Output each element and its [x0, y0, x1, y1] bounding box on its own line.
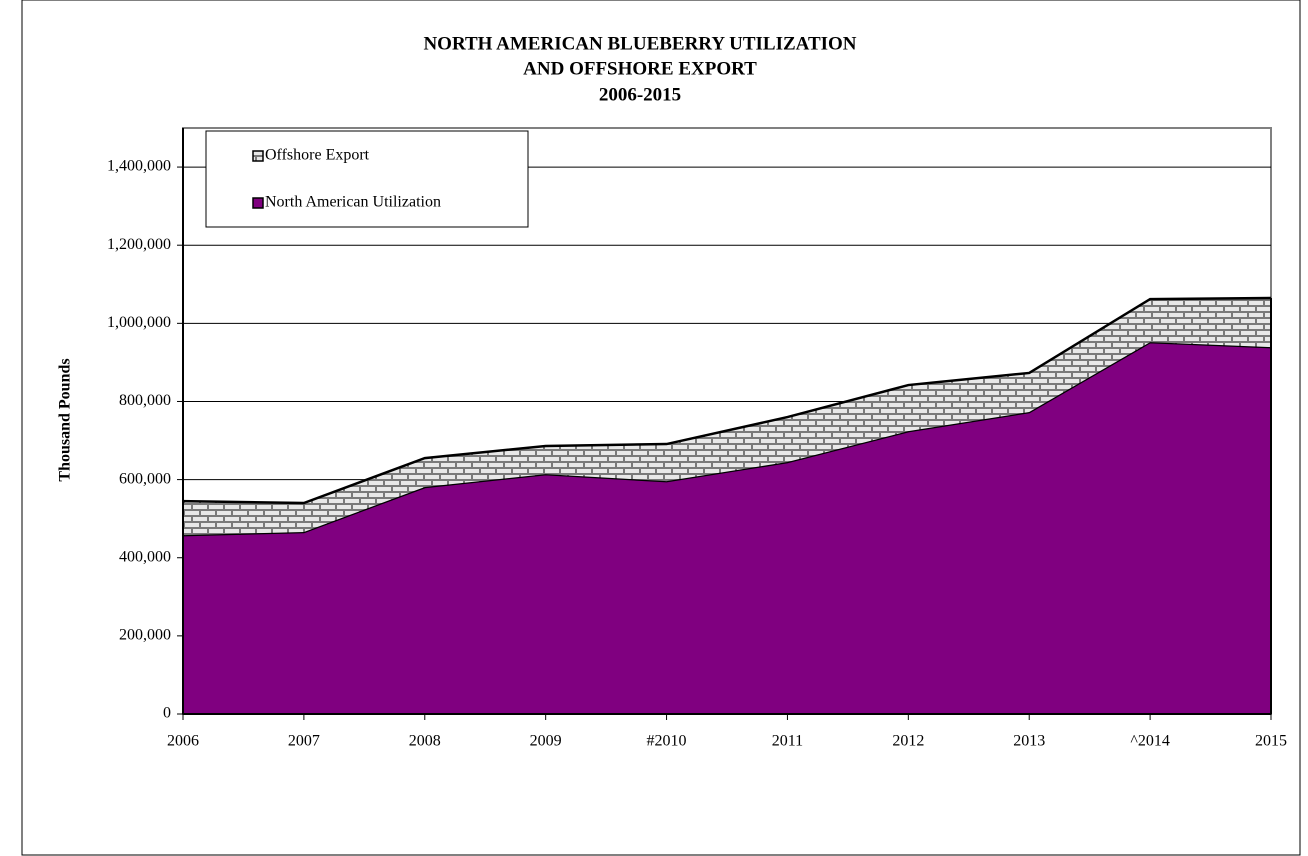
x-tick-label: 2011: [772, 733, 803, 750]
x-tick-label: 2013: [1013, 733, 1045, 750]
area: [183, 342, 1271, 714]
chart-title: 2006-2015: [599, 84, 681, 105]
y-tick-label: 1,000,000: [107, 314, 171, 331]
legend: [205, 130, 529, 228]
x-tick-label: #2010: [647, 733, 687, 750]
legend-label: Offshore Export: [265, 147, 370, 164]
y-tick-label: 800,000: [119, 392, 171, 409]
y-tick-label: 0: [163, 705, 171, 722]
x-tick-label: 2012: [892, 733, 924, 750]
x-tick-label: ^2014: [1130, 733, 1170, 750]
x-tick-label: 2015: [1255, 733, 1287, 750]
x-tick-label: 2007: [288, 733, 320, 750]
x-tick-label: 2008: [409, 733, 441, 750]
y-axis-title: Thousand Pounds: [57, 358, 74, 481]
y-tick-label: 1,200,000: [107, 236, 171, 253]
area: [183, 297, 1271, 536]
chart-frame: [21, 0, 1301, 856]
y-tick-label: 1,400,000: [107, 158, 171, 175]
legend-swatch: [252, 197, 264, 209]
legend-swatch: [252, 150, 264, 162]
chart-title: AND OFFSHORE EXPORT: [523, 58, 757, 79]
y-tick-label: 400,000: [119, 548, 171, 565]
x-tick-label: 2009: [530, 733, 562, 750]
y-tick-label: 600,000: [119, 470, 171, 487]
y-tick-label: 200,000: [119, 627, 171, 644]
legend-label: North American Utilization: [265, 194, 441, 211]
chart-title: NORTH AMERICAN BLUEBERRY UTILIZATION: [423, 33, 856, 54]
x-tick-label: 2006: [167, 733, 199, 750]
area-edge: [182, 296, 1272, 505]
